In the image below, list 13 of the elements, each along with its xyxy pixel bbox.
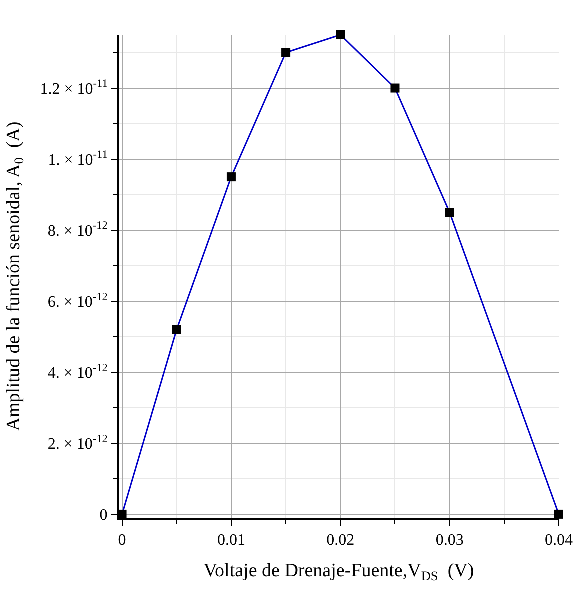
- y-tick-label: 6. × 10$^{-12}$: [48, 291, 108, 311]
- x-tick-label: 0.01: [217, 532, 246, 550]
- y-tick-label: 1. × 10$^{-11}$: [48, 149, 108, 169]
- y-tick-label: 2. × 10$^{-12}$: [48, 433, 108, 454]
- x-tick-label: 0.02: [326, 532, 355, 550]
- x-axis-title: Voltaje de Drenaje-Fuente,V$_{DS}$ (V): [204, 560, 474, 584]
- x-tick-label: 0.03: [436, 532, 464, 550]
- y-tick-label: 4. × 10$^{-12}$: [48, 362, 108, 382]
- y-tick-label: 0: [100, 507, 108, 524]
- y-tick-label: 8. × 10$^{-12}$: [48, 220, 108, 240]
- x-tick-label: 0.04: [545, 532, 573, 550]
- x-tick-label: 0: [118, 532, 126, 550]
- y-tick-label: 1.2 × 10$^{-11}$: [40, 78, 108, 98]
